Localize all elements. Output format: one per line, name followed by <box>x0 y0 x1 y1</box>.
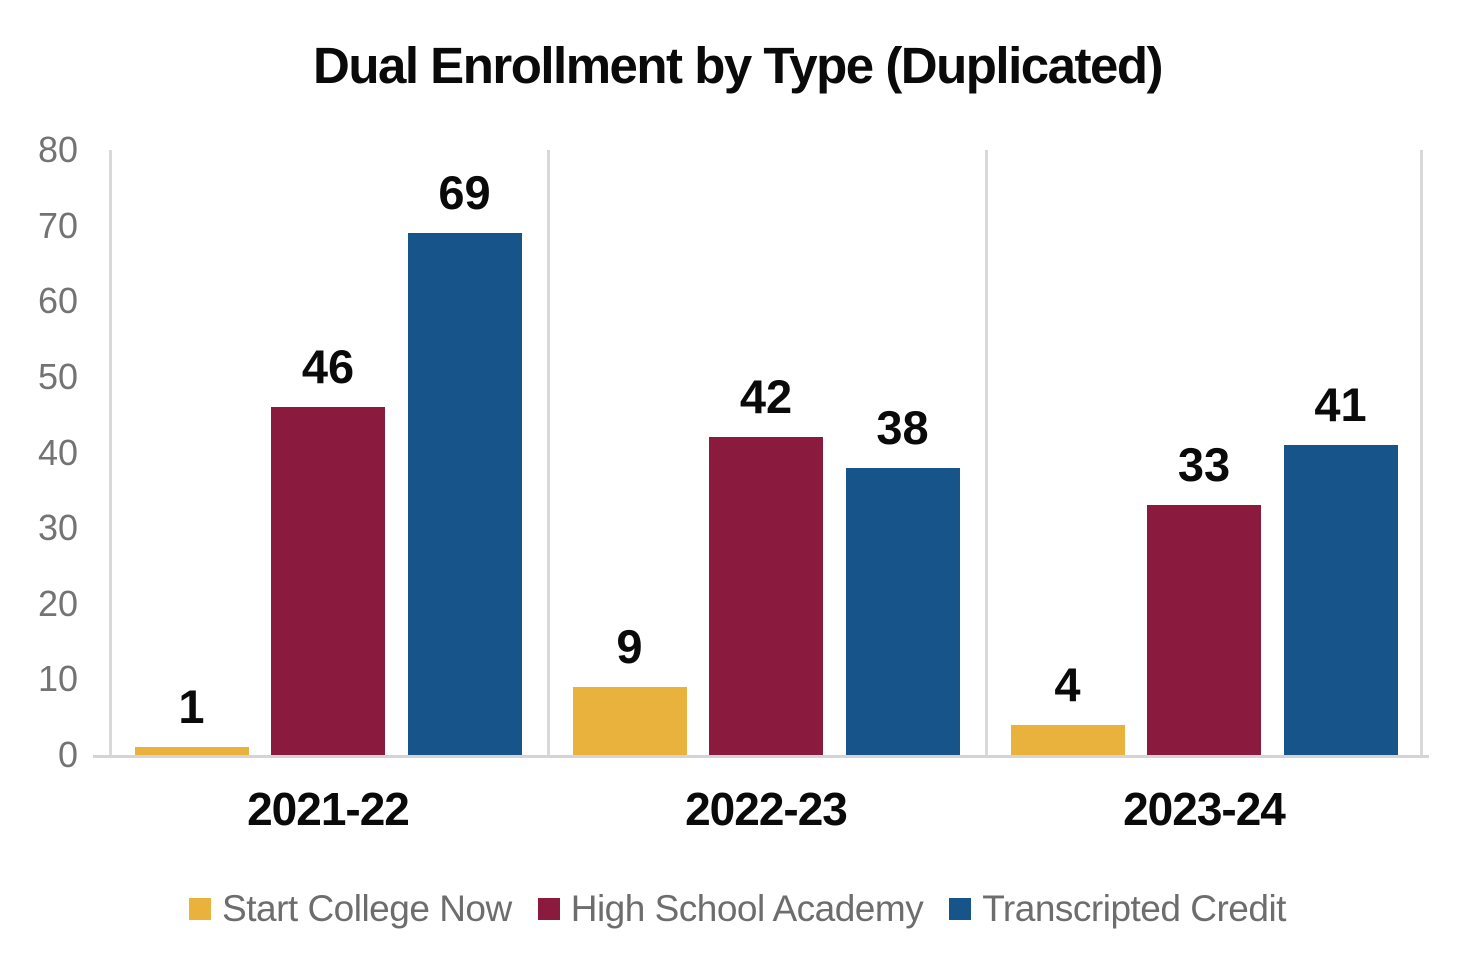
x-axis-category-labels: 2021-22 2022-23 2023-24 <box>109 782 1423 842</box>
bar-transcripted-credit-2022-23 <box>845 467 960 755</box>
legend-swatch-icon <box>537 898 560 920</box>
y-tick-label-40: 40 <box>37 431 78 473</box>
legend-item-start-college-now: Start College Now <box>189 884 512 934</box>
bar-start-college-now-2023-24 <box>1010 724 1125 755</box>
data-label-transcripted-credit-2022-23: 38 <box>876 400 929 454</box>
legend-label: Transcripted Credit <box>982 888 1286 929</box>
plot-area: 1 9 4 46 42 33 69 38 41 <box>93 150 1429 758</box>
data-label-high-school-academy-2021-22: 46 <box>301 340 355 394</box>
data-label-start-college-now-2021-22: 1 <box>178 680 205 734</box>
legend-swatch-icon <box>189 898 212 920</box>
y-tick-label-50: 50 <box>37 355 78 397</box>
x-axis-label-2023-24: 2023-24 <box>1123 783 1286 835</box>
bar-transcripted-credit-2023-24 <box>1283 444 1398 755</box>
x-axis-label-2021-22: 2021-22 <box>247 783 410 835</box>
chart-title: Dual Enrollment by Type (Duplicated) <box>313 37 1163 94</box>
data-label-high-school-academy-2022-23: 42 <box>739 370 793 424</box>
bar-start-college-now-2022-23 <box>572 686 687 755</box>
data-label-transcripted-credit-2021-22: 69 <box>438 166 491 220</box>
legend-item-high-school-academy: High School Academy <box>537 884 924 934</box>
category-separator-line <box>547 150 550 755</box>
y-axis-line <box>109 150 112 755</box>
y-tick-label-0: 0 <box>57 734 78 775</box>
x-axis-line <box>93 755 1429 758</box>
bar-high-school-academy-2023-24 <box>1147 505 1261 755</box>
category-separator-line <box>985 150 988 755</box>
legend-item-transcripted-credit: Transcripted Credit <box>949 884 1286 934</box>
legend-swatch-icon <box>949 898 972 920</box>
data-label-start-college-now-2023-24: 4 <box>1054 657 1081 711</box>
data-label-start-college-now-2022-23: 9 <box>616 619 643 673</box>
y-tick-label-10: 10 <box>37 658 78 700</box>
legend: Start College Now High School Academy Tr… <box>0 884 1475 934</box>
category-separator-line <box>1420 150 1423 755</box>
y-tick-label-30: 30 <box>37 507 78 549</box>
y-axis-tick-labels: 0 10 20 30 40 50 60 70 80 <box>0 132 78 773</box>
data-label-transcripted-credit-2023-24: 41 <box>1314 377 1367 431</box>
y-tick-label-60: 60 <box>37 280 78 322</box>
legend-label: High School Academy <box>570 888 924 929</box>
y-tick-label-70: 70 <box>37 204 78 246</box>
data-label-high-school-academy-2023-24: 33 <box>1177 438 1231 492</box>
bar-high-school-academy-2022-23 <box>709 437 823 755</box>
bar-start-college-now-2021-22 <box>134 747 249 755</box>
bar-transcripted-credit-2021-22 <box>407 233 522 755</box>
bar-high-school-academy-2021-22 <box>271 407 385 755</box>
x-axis-label-2022-23: 2022-23 <box>685 783 848 835</box>
legend-label: Start College Now <box>222 888 512 929</box>
y-tick-label-20: 20 <box>37 582 78 624</box>
y-tick-label-80: 80 <box>37 129 78 170</box>
